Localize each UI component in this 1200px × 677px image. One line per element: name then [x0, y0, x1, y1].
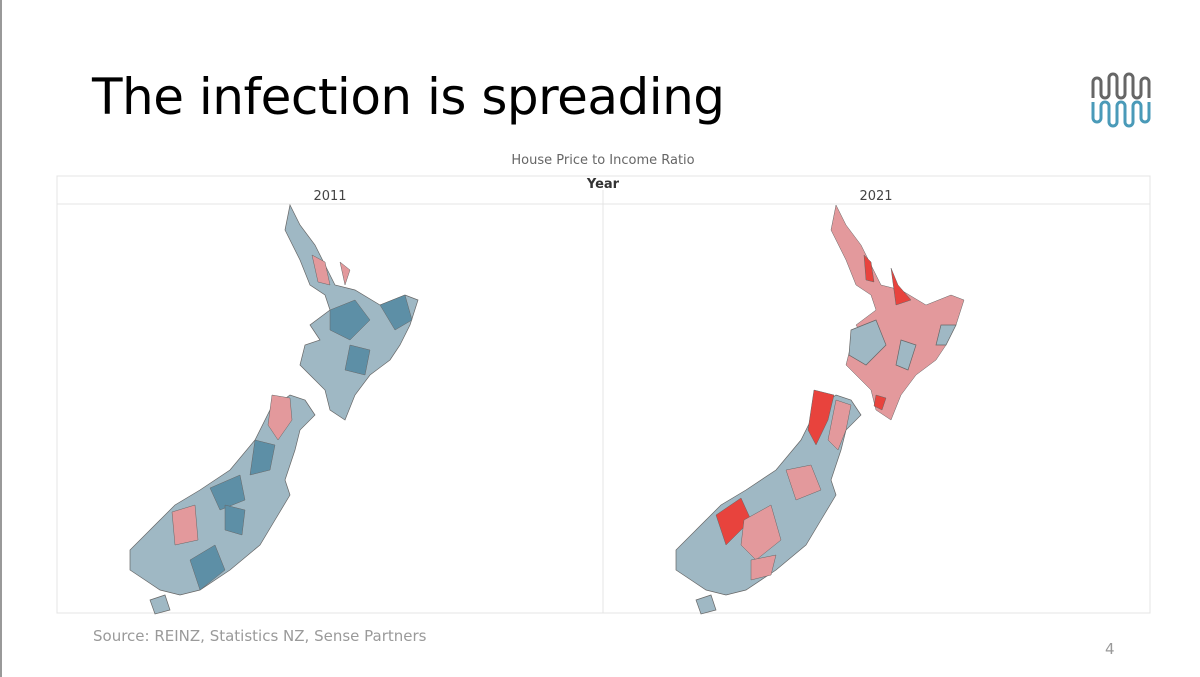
map-title: House Price to Income Ratio	[511, 153, 694, 168]
slide-title: The infection is spreading	[92, 68, 725, 126]
page-number: 4	[1105, 640, 1115, 658]
map-2011	[129, 204, 419, 615]
facet-label: Year	[586, 177, 620, 192]
map-2021	[675, 204, 965, 615]
panel-label: 2011	[313, 189, 346, 204]
slide-edge	[0, 0, 2, 677]
logo	[1091, 72, 1151, 128]
panel-label: 2021	[859, 189, 892, 204]
source-note: Source: REINZ, Statistics NZ, Sense Part…	[93, 627, 427, 645]
